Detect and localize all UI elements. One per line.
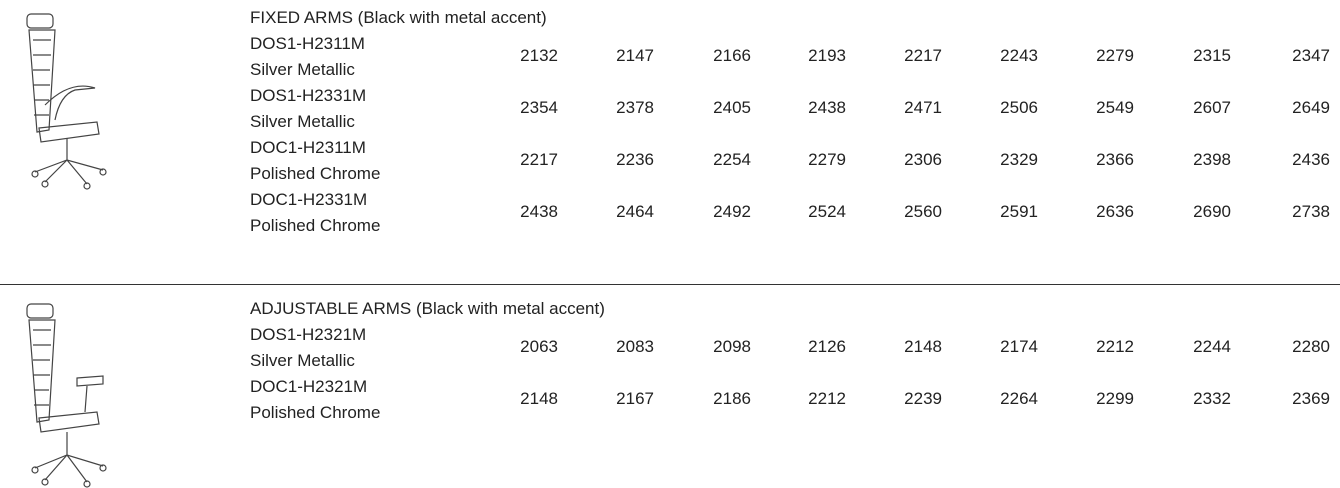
price: 2738	[1292, 202, 1330, 221]
finish: Silver Metallic	[250, 112, 355, 131]
price: 2174	[1000, 337, 1038, 356]
price: 2607	[1193, 98, 1231, 117]
price: 2186	[713, 389, 751, 408]
price: 2264	[1000, 389, 1038, 408]
price: 2280	[1292, 337, 1330, 356]
price: 2549	[1096, 98, 1134, 117]
price: 2299	[1096, 389, 1134, 408]
price: 2126	[808, 337, 846, 356]
price: 2244	[1193, 337, 1231, 356]
price: 2366	[1096, 150, 1134, 169]
price: 2279	[1096, 46, 1134, 65]
price: 2506	[1000, 98, 1038, 117]
price: 2217	[904, 46, 942, 65]
price: 2239	[904, 389, 942, 408]
price: 2436	[1292, 150, 1330, 169]
price: 2332	[1193, 389, 1231, 408]
price: 2471	[904, 98, 942, 117]
price: 2347	[1292, 46, 1330, 65]
price: 2193	[808, 46, 846, 65]
price: 2690	[1193, 202, 1231, 221]
price: 2524	[808, 202, 846, 221]
price: 2212	[808, 389, 846, 408]
price: 2236	[616, 150, 654, 169]
price: 2354	[520, 98, 558, 117]
price: 2438	[808, 98, 846, 117]
price: 2315	[1193, 46, 1231, 65]
model-code: DOC1-H2321M	[250, 377, 368, 396]
price: 2083	[616, 337, 654, 356]
chair-illustration	[26, 13, 107, 190]
price: 2148	[520, 389, 558, 408]
price: 2243	[1000, 46, 1038, 65]
price: 2217	[520, 150, 558, 169]
price: 2464	[616, 202, 654, 221]
price: 2166	[713, 46, 751, 65]
model-code: DOC1-H2331M	[250, 190, 368, 209]
price: 2378	[616, 98, 654, 117]
price: 2369	[1292, 389, 1330, 408]
section-heading: ADJUSTABLE ARMS (Black with metal accent…	[250, 299, 605, 318]
price: 2398	[1193, 150, 1231, 169]
price: 2212	[1096, 337, 1134, 356]
price: 2306	[904, 150, 942, 169]
finish: Silver Metallic	[250, 60, 355, 79]
finish: Polished Chrome	[250, 403, 381, 422]
model-code: DOS1-H2311M	[250, 34, 365, 53]
price: 2649	[1292, 98, 1330, 117]
model-code: DOS1-H2331M	[250, 86, 367, 105]
price: 2063	[520, 337, 558, 356]
price: 2147	[616, 46, 654, 65]
price: 2438	[520, 202, 558, 221]
section-divider	[0, 284, 1340, 285]
finish: Polished Chrome	[250, 216, 381, 235]
price: 2560	[904, 202, 942, 221]
price: 2636	[1096, 202, 1134, 221]
price: 2132	[520, 46, 558, 65]
price: 2492	[713, 202, 751, 221]
section-heading: FIXED ARMS (Black with metal accent)	[250, 8, 547, 27]
price: 2279	[808, 150, 846, 169]
price: 2405	[713, 98, 751, 117]
price: 2591	[1000, 202, 1038, 221]
price: 2254	[713, 150, 751, 169]
price: 2329	[1000, 150, 1038, 169]
chair-illustration	[26, 303, 107, 488]
model-code: DOS1-H2321M	[250, 325, 367, 344]
price: 2167	[616, 389, 654, 408]
finish: Silver Metallic	[250, 351, 355, 370]
finish: Polished Chrome	[250, 164, 381, 183]
price: 2148	[904, 337, 942, 356]
price: 2098	[713, 337, 751, 356]
model-code: DOC1-H2311M	[250, 138, 366, 157]
